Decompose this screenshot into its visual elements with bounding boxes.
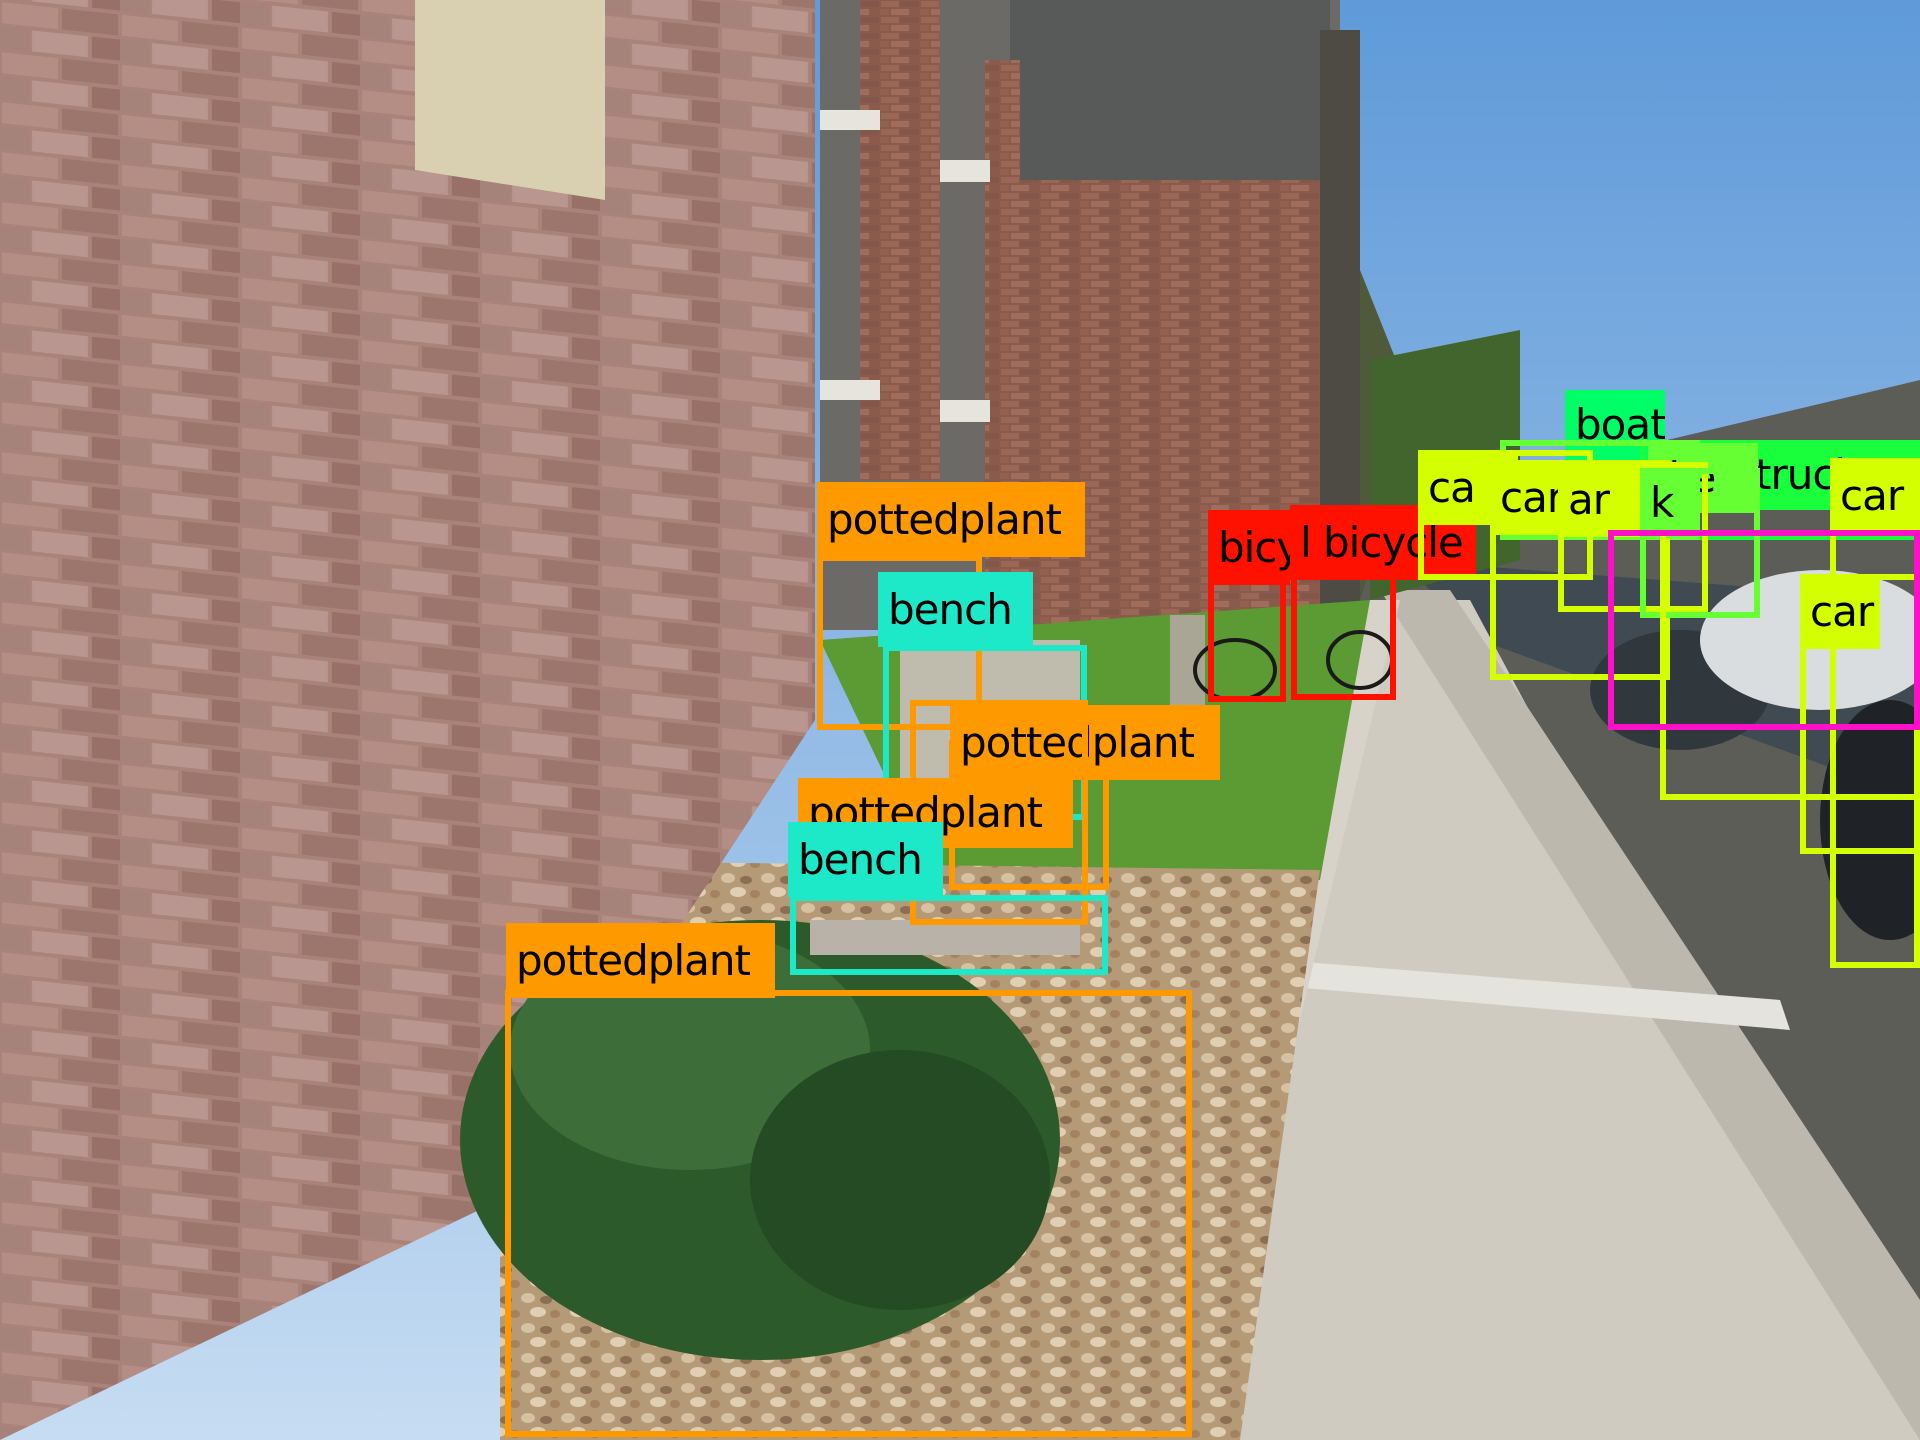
bbox-label: bench: [788, 822, 943, 897]
bbox-bench: [790, 895, 1108, 975]
bbox-label: bicy: [1208, 510, 1290, 585]
bbox-label: pottedplant: [506, 923, 775, 998]
bbox-label: bench: [878, 572, 1033, 647]
bbox-label: k: [1640, 468, 1700, 538]
bbox-label: pottedplant: [817, 482, 1085, 557]
bbox-label: car: [1800, 574, 1880, 649]
bbox-label: l bicycle: [1290, 505, 1476, 580]
bbox-label: ar: [1558, 462, 1640, 537]
bbox-k: [1640, 468, 1760, 618]
bbox-unlabeled: [1608, 530, 1920, 730]
bbox-label: car: [1830, 458, 1920, 533]
bbox-pottedplant: [505, 990, 1192, 1437]
